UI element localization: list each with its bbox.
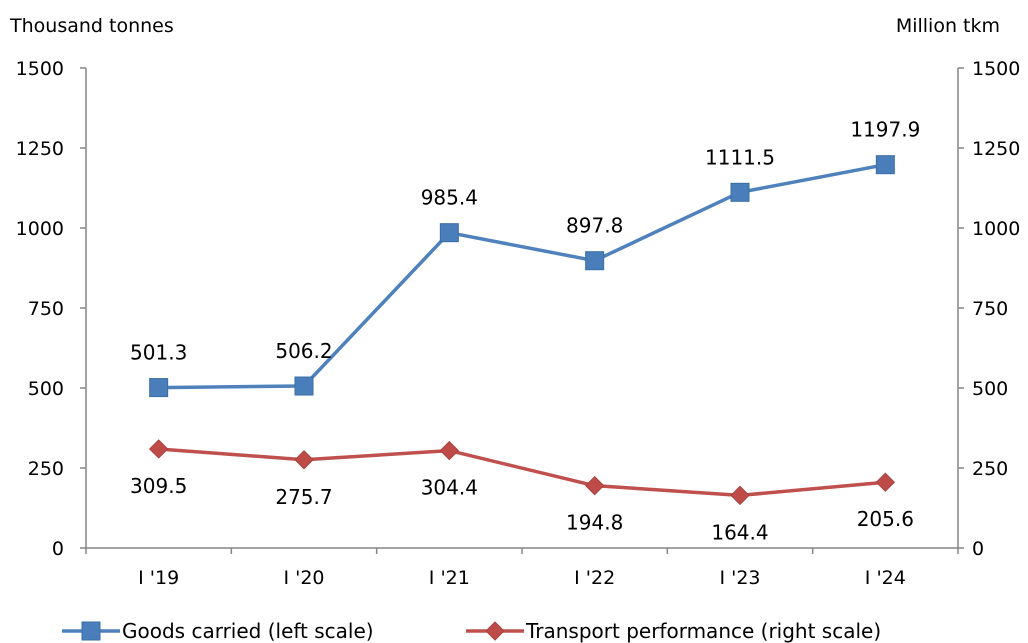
x-tick-label: I '19 — [138, 567, 179, 589]
data-label: 309.5 — [130, 474, 187, 498]
data-point — [875, 155, 895, 175]
x-tick-label: I '23 — [719, 567, 760, 589]
legend-marker — [81, 621, 101, 641]
right-tick-label: 0 — [972, 538, 984, 560]
right-axis-title: Million tkm — [896, 15, 1000, 37]
right-tick-label: 1250 — [972, 138, 1020, 160]
legend-item: Goods carried (left scale) — [62, 619, 374, 643]
data-point — [439, 223, 459, 243]
goods-carried-series — [149, 155, 895, 398]
legend-marker — [485, 621, 505, 641]
legend-label: Transport performance (right scale) — [525, 619, 881, 643]
legend-label: Goods carried (left scale) — [122, 619, 374, 643]
data-label: 164.4 — [711, 520, 768, 544]
data-point — [730, 182, 750, 202]
x-tick-label: I '20 — [283, 567, 324, 589]
left-tick-label: 1000 — [16, 218, 64, 240]
data-point — [584, 475, 605, 496]
left-tick-label: 500 — [28, 378, 64, 400]
series-layer — [148, 155, 896, 506]
data-point — [730, 485, 750, 506]
series-line — [158, 447, 886, 498]
x-tick-label: I '21 — [429, 567, 470, 589]
x-tick-label: I '24 — [865, 567, 906, 589]
data-label: 501.3 — [130, 341, 187, 365]
data-point — [294, 376, 314, 396]
data-label: 506.2 — [275, 339, 332, 363]
data-label: 275.7 — [275, 485, 332, 509]
right-tick-label: 1500 — [972, 58, 1020, 80]
data-label: 1197.9 — [850, 118, 920, 142]
data-point — [149, 378, 169, 398]
data-point — [148, 439, 169, 459]
data-point — [585, 251, 605, 271]
data-point — [294, 450, 314, 470]
data-point — [875, 472, 896, 492]
left-tick-label: 750 — [28, 298, 64, 320]
x-tick-label: I '22 — [574, 567, 615, 589]
transport-performance-series — [148, 439, 896, 506]
data-label: 194.8 — [566, 511, 623, 535]
data-label: 897.8 — [566, 214, 623, 238]
right-tick-label: 750 — [972, 298, 1008, 320]
series-line — [158, 162, 886, 390]
left-tick-label: 1500 — [16, 58, 64, 80]
data-label: 985.4 — [421, 186, 478, 210]
data-label: 304.4 — [421, 476, 478, 500]
right-tick-label: 1000 — [972, 218, 1020, 240]
right-tick-label: 500 — [972, 378, 1008, 400]
right-tick-label: 250 — [972, 458, 1008, 480]
legend: Goods carried (left scale) Transport perf… — [62, 619, 881, 643]
legend-item: Transport performance (right scale) — [466, 619, 881, 643]
left-tick-label: 1250 — [16, 138, 64, 160]
data-label: 205.6 — [857, 507, 914, 531]
left-tick-label: 0 — [52, 538, 64, 560]
left-axis-title: Thousand tonnes — [9, 15, 174, 37]
data-label: 1111.5 — [705, 145, 775, 169]
data-point — [439, 440, 460, 461]
left-tick-label: 250 — [28, 458, 64, 480]
axes: 0 250 500 750 1000 1250 1500 0 250 500 750 1000 1250… — [16, 58, 1021, 589]
data-labels: 501.3 506.2 985.4 897.8 1111.5 1197.9 309.5 275… — [130, 118, 920, 545]
